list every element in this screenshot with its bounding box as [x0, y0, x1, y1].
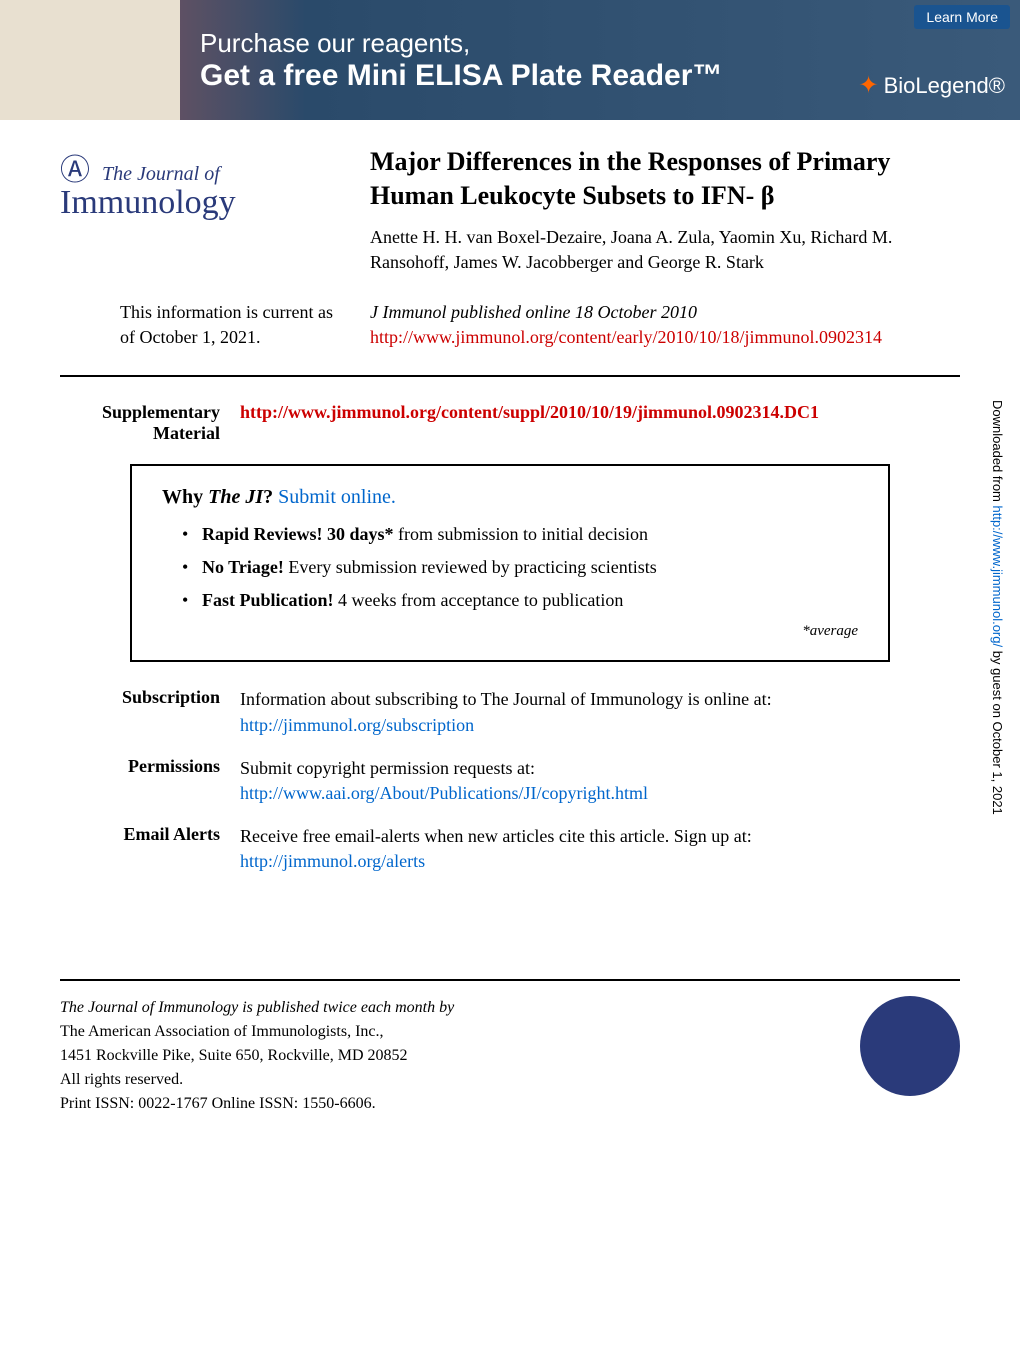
- title-block: Major Differences in the Responses of Pr…: [370, 145, 960, 290]
- article-authors: Anette H. H. van Boxel-Dezaire, Joana A.…: [370, 225, 960, 275]
- advertisement-banner[interactable]: Purchase our reagents, Get a free Mini E…: [0, 0, 1020, 120]
- journal-logo: Ⓐ The Journal of Immunology: [60, 145, 340, 290]
- email-alerts-content: Receive free email-alerts when new artic…: [240, 824, 960, 874]
- supplementary-row: Supplementary Material http://www.jimmun…: [0, 402, 1020, 444]
- subscription-label: Subscription: [60, 687, 220, 737]
- journal-published: J Immunol published online 18 October 20…: [370, 302, 697, 322]
- email-alerts-link[interactable]: http://jimmunol.org/alerts: [240, 851, 425, 871]
- subscription-content: Information about subscribing to The Jou…: [240, 687, 960, 737]
- biolegend-logo: ✦ BioLegend®: [858, 71, 1005, 100]
- banner-top-text: Purchase our reagents,: [200, 28, 1020, 59]
- submit-online-link[interactable]: Submit online.: [278, 486, 396, 508]
- header-row: Ⓐ The Journal of Immunology Major Differ…: [0, 120, 1020, 300]
- footer: The Journal of Immunology is published t…: [0, 996, 1020, 1116]
- why-ji-box: Why The JI? Submit online. Rapid Reviews…: [130, 464, 890, 662]
- info-row: This information is current as of Octobe…: [0, 300, 1020, 350]
- subscription-row: Subscription Information about subscribi…: [0, 682, 1020, 742]
- learn-more-button[interactable]: Learn More: [914, 5, 1010, 29]
- why-item-1: Rapid Reviews! 30 days* from submission …: [182, 524, 858, 545]
- download-sidebar: Downloaded from http://www.jimmunol.org/…: [990, 400, 1005, 815]
- article-url-link[interactable]: http://www.jimmunol.org/content/early/20…: [370, 327, 882, 347]
- why-item-2: No Triage! Every submission reviewed by …: [182, 557, 858, 578]
- supplementary-content: http://www.jimmunol.org/content/suppl/20…: [240, 402, 960, 444]
- why-item-3: Fast Publication! 4 weeks from acceptanc…: [182, 590, 858, 611]
- supplementary-link[interactable]: http://www.jimmunol.org/content/suppl/20…: [240, 402, 819, 422]
- divider-1: [60, 375, 960, 377]
- why-list: Rapid Reviews! 30 days* from submission …: [162, 524, 858, 611]
- footer-divider: [60, 979, 960, 981]
- biolegend-icon: ✦: [858, 71, 878, 100]
- supplementary-label: Supplementary Material: [60, 402, 220, 444]
- email-alerts-label: Email Alerts: [60, 824, 220, 874]
- sidebar-link[interactable]: http://www.jimmunol.org/: [990, 506, 1005, 648]
- banner-product-image: [0, 0, 180, 120]
- biolegend-text: BioLegend®: [884, 73, 1005, 99]
- article-title: Major Differences in the Responses of Pr…: [370, 145, 960, 213]
- journal-info: J Immunol published online 18 October 20…: [370, 300, 960, 350]
- permissions-label: Permissions: [60, 756, 220, 806]
- logo-emblem: Ⓐ: [60, 145, 90, 189]
- aai-seal-icon: [860, 996, 960, 1096]
- email-alerts-row: Email Alerts Receive free email-alerts w…: [0, 819, 1020, 879]
- journal-name-top: The Journal of: [102, 163, 220, 185]
- permissions-link[interactable]: http://www.aai.org/About/Publications/JI…: [240, 783, 648, 803]
- permissions-row: Permissions Submit copyright permission …: [0, 751, 1020, 811]
- why-footnote: *average: [162, 623, 858, 640]
- permissions-content: Submit copyright permission requests at:…: [240, 756, 960, 806]
- subscription-link[interactable]: http://jimmunol.org/subscription: [240, 715, 474, 735]
- journal-name-bottom: Immunology: [60, 184, 340, 222]
- why-title: Why The JI? Submit online.: [162, 486, 858, 509]
- current-info: This information is current as of Octobe…: [60, 300, 340, 350]
- footer-text: The Journal of Immunology is published t…: [60, 996, 454, 1116]
